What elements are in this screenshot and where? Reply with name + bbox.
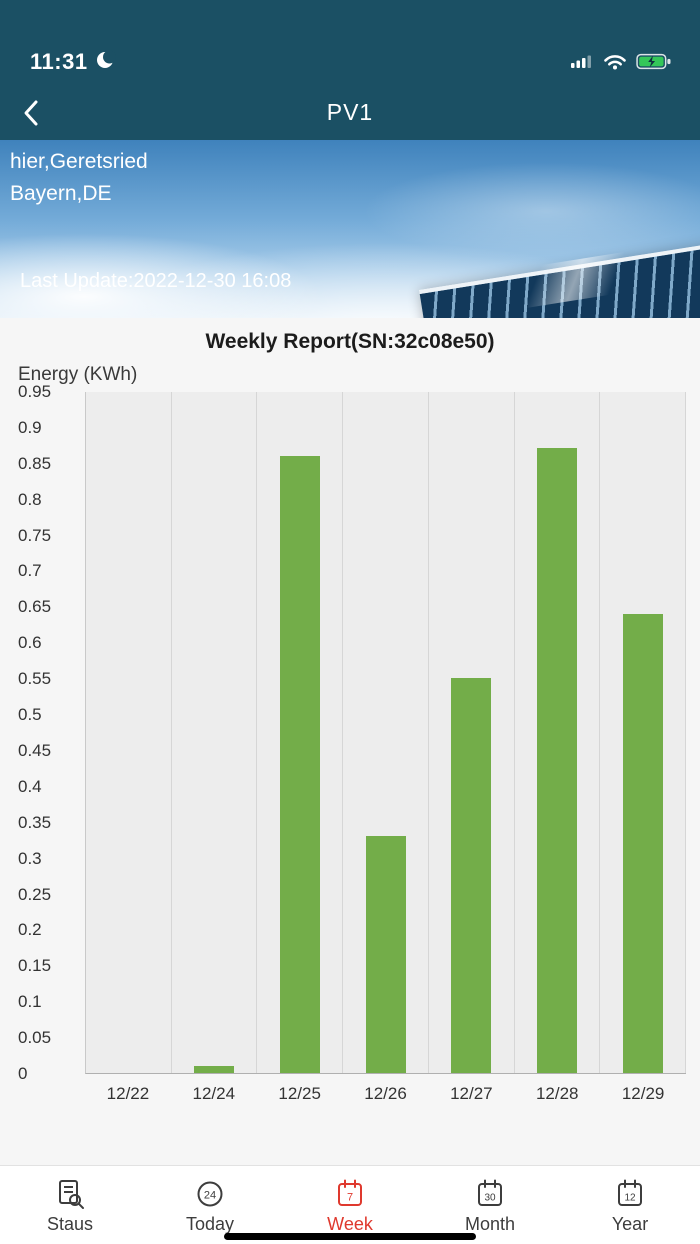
x-tick-label: 12/26 (364, 1084, 407, 1103)
tab-staus[interactable]: Staus (0, 1166, 140, 1244)
bar-12-27 (451, 678, 492, 1073)
chart-plot-row: 0.95 0.9 0.85 0.8 0.75 0.7 0.65 0.6 0.55 0.5 0.45 0… (0, 382, 700, 1083)
y-tick-label: 0.4 (18, 776, 42, 796)
y-tick-label: 0.15 (18, 956, 52, 976)
report-search-icon (52, 1176, 88, 1212)
plot-area (85, 392, 687, 1074)
tab-label: Staus (46, 1213, 94, 1234)
calendar-12-icon: 12 (612, 1176, 648, 1212)
y-tick-label: 0 (18, 1064, 28, 1083)
plot-column-12-29 (600, 392, 687, 1073)
plot-column-12-28 (515, 392, 601, 1073)
bar-12-25 (279, 456, 320, 1073)
y-axis-title: Energy (KWh) (18, 364, 138, 385)
calendar-30-icon: 30 (472, 1176, 508, 1212)
tab-month[interactable]: 30 Month (420, 1166, 560, 1244)
plot-column-12-27 (429, 392, 515, 1073)
chevron-left-icon (24, 100, 38, 125)
plot-column-12-26 (343, 392, 429, 1073)
plot-column-12-22 (86, 392, 172, 1073)
bar-12-28 (536, 448, 577, 1073)
bar-12-24 (194, 1066, 235, 1073)
tab-bar: Staus 24 Today 7 Week 30 Month 12 Year (0, 1165, 700, 1244)
y-tick-label: 0.5 (18, 705, 42, 725)
y-tick-label: 0.25 (18, 884, 52, 904)
tab-label: Year (611, 1213, 649, 1234)
x-tick-label: 12/24 (192, 1084, 236, 1103)
cellular-signal-icon (570, 54, 594, 75)
y-tick-label: 0.45 (18, 740, 52, 760)
status-right (570, 53, 672, 75)
y-tick-label: 0.55 (18, 669, 52, 689)
x-tick-label: 12/25 (278, 1084, 321, 1103)
last-update-text: Last Update:2022-12-30 16:08 (20, 270, 292, 292)
status-bar: 11:31 (0, 0, 700, 85)
plot-column-12-24 (172, 392, 258, 1073)
chart-section: Weekly Report(SN:32c08e50) Energy (KWh) … (0, 318, 700, 1122)
y-tick-label: 0.2 (18, 920, 42, 940)
svg-text:30: 30 (484, 1192, 496, 1203)
location-line1: hier,Geretsried (10, 150, 148, 173)
tab-label: Month (464, 1213, 516, 1234)
status-left: 11:31 (30, 49, 116, 75)
y-tick-label: 0.1 (18, 992, 42, 1012)
y-tick-label: 0.3 (18, 848, 42, 868)
y-tick-label: 0.95 (18, 382, 52, 401)
page-title: PV1 (326, 99, 374, 125)
x-axis: 12/22 12/24 12/25 12/26 12/27 12/28 12/29 (85, 1074, 686, 1122)
y-axis: 0.95 0.9 0.85 0.8 0.75 0.7 0.65 0.6 0.55 0.5 0.45 0… (0, 382, 85, 1083)
weather-banner: hier,Geretsried Bayern,DE Last Update:20… (0, 140, 700, 318)
tab-label: Week (327, 1213, 373, 1234)
y-tick-label: 0.35 (18, 812, 52, 832)
calendar-7-icon: 7 (332, 1176, 368, 1212)
tab-label: Today (185, 1213, 235, 1234)
tab-week[interactable]: 7 Week (280, 1166, 420, 1244)
x-tick-label: 12/22 (106, 1084, 150, 1103)
moon-icon (96, 50, 116, 75)
y-tick-label: 0.05 (18, 1028, 52, 1048)
x-tick-label: 12/29 (621, 1084, 665, 1103)
x-tick-label: 12/28 (535, 1084, 579, 1103)
svg-text:7: 7 (347, 1191, 353, 1203)
y-tick-label: 0.65 (18, 597, 52, 617)
svg-text:12: 12 (624, 1192, 636, 1203)
tab-year[interactable]: 12 Year (560, 1166, 700, 1244)
svg-text:24: 24 (204, 1189, 216, 1201)
x-tick-label: 12/27 (450, 1084, 493, 1103)
solar-panel-image (419, 243, 700, 318)
y-tick-label: 0.75 (18, 525, 52, 545)
clock-24-circle-icon: 24 (192, 1176, 228, 1212)
chart-title: Weekly Report(SN:32c08e50) (205, 330, 495, 353)
home-indicator[interactable] (224, 1233, 476, 1240)
y-tick-label: 0.85 (18, 453, 52, 473)
bar-12-26 (365, 836, 406, 1073)
y-tick-label: 0.6 (18, 633, 42, 653)
battery-charging-icon (636, 53, 672, 75)
y-tick-label: 0.9 (18, 417, 42, 437)
plot-column-12-25 (257, 392, 344, 1073)
bar-12-29 (622, 614, 663, 1073)
wifi-icon (603, 53, 627, 75)
y-tick-label: 0.7 (18, 561, 42, 581)
tab-today[interactable]: 24 Today (140, 1166, 280, 1244)
y-tick-label: 0.8 (18, 489, 42, 509)
nav-bar: PV1 (0, 85, 700, 140)
location-line2: Bayern,DE (10, 182, 112, 205)
clock: 11:31 (30, 49, 88, 74)
back-button[interactable] (0, 93, 50, 133)
